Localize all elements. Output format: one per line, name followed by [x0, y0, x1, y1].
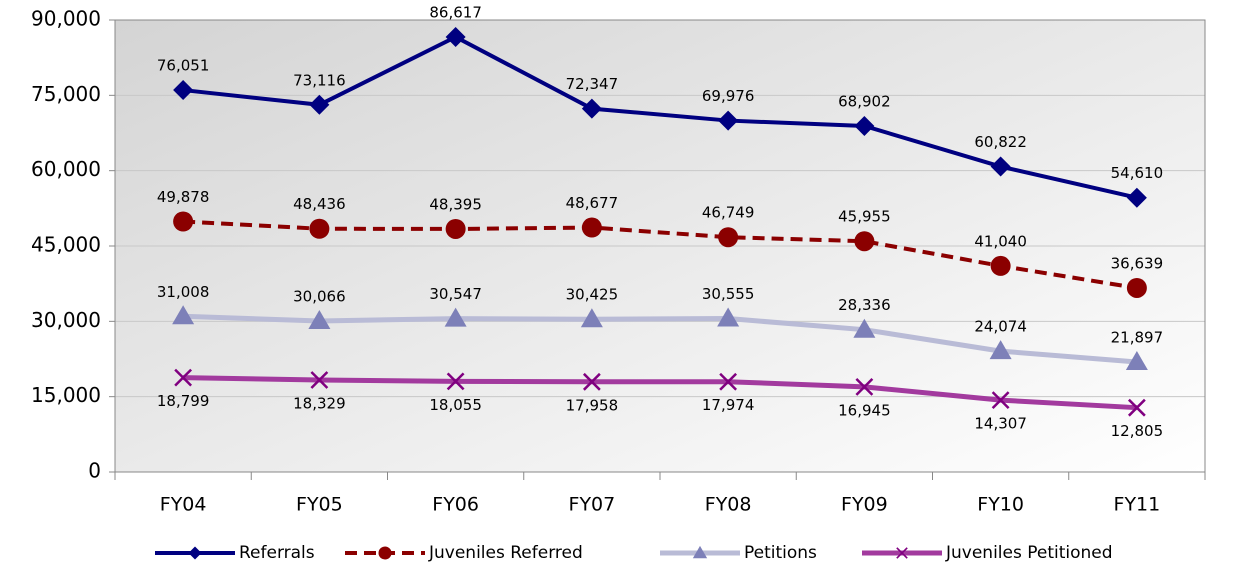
data-label: 24,074: [974, 318, 1027, 336]
data-label: 86,617: [429, 3, 482, 21]
marker: [990, 255, 1011, 276]
data-label: 48,395: [429, 195, 482, 213]
legend-marker: [692, 545, 708, 559]
marker: [718, 227, 739, 248]
y-tick-label: 75,000: [31, 82, 101, 106]
series-line: [183, 219, 1138, 290]
data-label: 17,974: [702, 396, 755, 414]
legend-marker: [188, 546, 202, 560]
series-line: [182, 34, 1138, 200]
marker: [174, 368, 193, 387]
data-label: 21,897: [1111, 329, 1164, 347]
marker: [853, 318, 876, 338]
data-label: 30,547: [429, 285, 482, 303]
data-label: 68,902: [838, 92, 891, 110]
marker: [172, 305, 195, 325]
marker: [855, 378, 874, 396]
data-label: 18,799: [157, 392, 210, 410]
y-tick-label: 0: [88, 459, 101, 483]
marker: [1127, 398, 1146, 417]
data-label: 49,878: [157, 188, 210, 206]
data-label: 46,749: [702, 204, 755, 222]
marker: [444, 307, 467, 327]
marker: [1125, 351, 1148, 371]
legend-label: Petitions: [744, 543, 817, 563]
data-label: 36,639: [1111, 254, 1164, 272]
data-label: 18,055: [429, 396, 482, 414]
series-line: [183, 375, 1138, 411]
legend-label: Juveniles Petitioned: [945, 543, 1113, 563]
marker: [445, 26, 466, 47]
data-label: 76,051: [157, 57, 210, 75]
data-label: 41,040: [974, 232, 1027, 250]
marker: [719, 372, 738, 391]
x-tick-label: FY09: [841, 494, 888, 516]
marker: [310, 371, 329, 389]
marker: [1126, 277, 1147, 298]
data-label: 16,945: [838, 401, 891, 419]
marker: [854, 231, 875, 252]
data-label: 48,677: [566, 194, 619, 212]
data-label: 72,347: [566, 75, 619, 93]
data-label: 60,822: [974, 133, 1027, 151]
marker: [717, 307, 740, 327]
y-tick-label: 30,000: [31, 308, 101, 332]
x-tick-label: FY11: [1114, 494, 1161, 516]
y-tick-label: 45,000: [31, 233, 101, 257]
marker: [446, 372, 465, 391]
marker: [991, 391, 1010, 410]
marker: [309, 218, 330, 239]
legend-label: Juveniles Referred: [428, 543, 583, 563]
data-label: 18,329: [293, 394, 346, 412]
data-label: 28,336: [838, 296, 891, 314]
data-label: 30,555: [702, 285, 755, 303]
x-tick-label: FY04: [160, 494, 207, 516]
legend-marker: [378, 546, 392, 560]
data-label: 14,307: [974, 415, 1027, 433]
data-label: 73,116: [293, 71, 346, 89]
y-tick-label: 90,000: [31, 7, 101, 31]
marker: [990, 156, 1011, 177]
data-label: 30,425: [566, 286, 619, 304]
data-label: 69,976: [702, 87, 755, 105]
marker: [445, 218, 466, 239]
y-tick-label: 15,000: [31, 383, 101, 407]
marker: [989, 340, 1012, 360]
marker: [854, 115, 875, 136]
marker: [308, 310, 331, 330]
marker: [581, 217, 602, 238]
marker: [173, 211, 194, 232]
data-label: 30,066: [293, 288, 346, 306]
legend-label: Referrals: [239, 543, 315, 563]
marker: [718, 110, 739, 131]
x-tick-label: FY08: [705, 494, 752, 516]
marker: [580, 308, 603, 328]
marker: [581, 98, 602, 119]
data-label: 31,008: [157, 283, 210, 301]
marker: [1126, 187, 1147, 208]
data-label: 12,805: [1111, 422, 1164, 440]
data-label: 17,958: [566, 396, 619, 414]
x-tick-label: FY06: [432, 494, 479, 516]
series-line: [183, 313, 1138, 365]
x-tick-label: FY10: [977, 494, 1024, 516]
data-label: 45,955: [838, 208, 891, 226]
marker: [582, 372, 601, 391]
x-tick-label: FY05: [296, 494, 343, 516]
data-label: 48,436: [293, 195, 346, 213]
x-tick-label: FY07: [569, 494, 616, 516]
marker: [309, 94, 330, 115]
marker: [173, 80, 194, 101]
legend-marker: [896, 547, 908, 559]
data-label: 54,610: [1111, 164, 1164, 182]
y-tick-label: 60,000: [31, 157, 101, 181]
